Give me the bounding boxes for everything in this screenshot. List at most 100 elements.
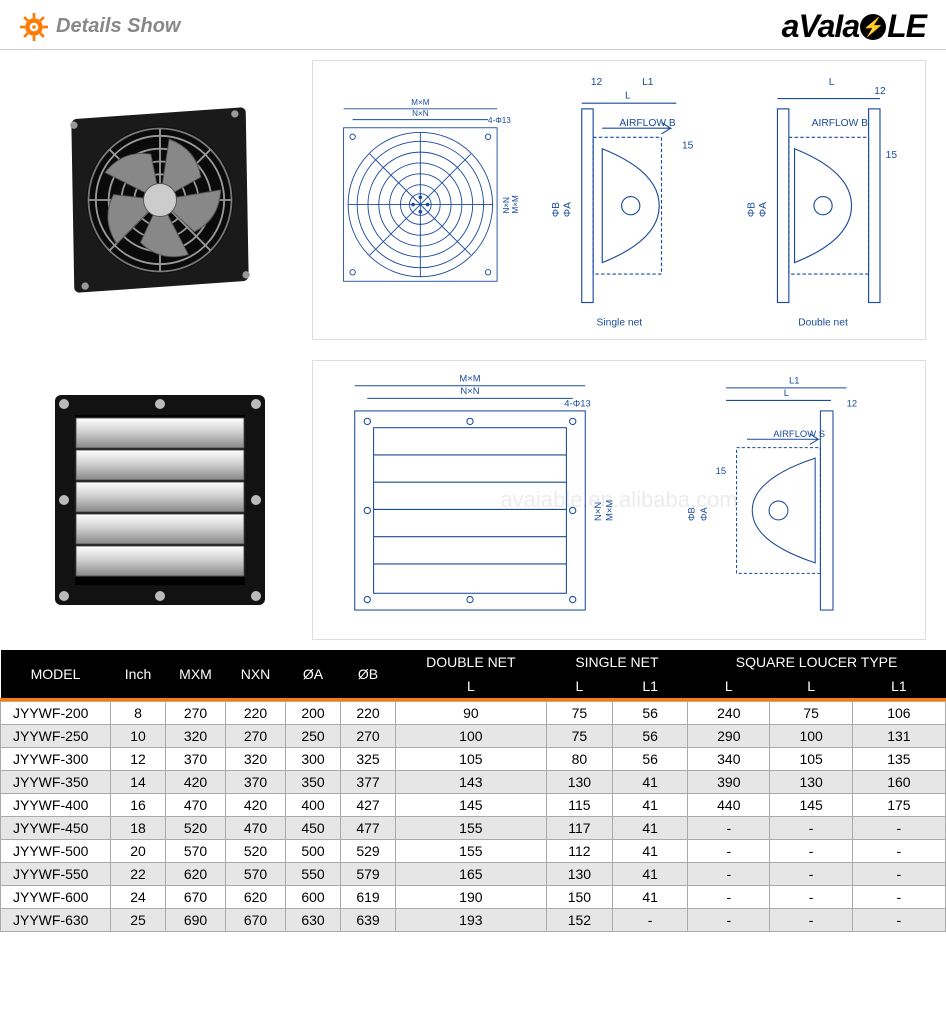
th-nxn: NXN	[226, 650, 286, 700]
table-cell: -	[852, 886, 945, 909]
label-12: 12	[591, 77, 603, 88]
table-cell: JYYWF-450	[1, 817, 111, 840]
table-cell: 155	[396, 817, 547, 840]
table-cell: 14	[111, 771, 166, 794]
label-phib-d: ΦB	[747, 202, 758, 217]
th-inch: Inch	[111, 650, 166, 700]
table-cell: JYYWF-400	[1, 794, 111, 817]
label-phia-d: ΦA	[758, 202, 769, 217]
table-cell: 377	[341, 771, 396, 794]
table-cell: 570	[166, 840, 226, 863]
table-cell: 100	[396, 725, 547, 748]
table-cell: 150	[546, 886, 612, 909]
table-cell: 75	[546, 702, 612, 725]
label-double-net: Double net	[799, 317, 849, 328]
label-15-d: 15	[886, 150, 898, 161]
specs-table: MODEL Inch MXM NXN ØA ØB DOUBLE NET SING…	[0, 650, 946, 932]
table-cell: -	[770, 909, 852, 932]
table-cell: 370	[166, 748, 226, 771]
th-mxm: MXM	[166, 650, 226, 700]
table-cell: 619	[341, 886, 396, 909]
label-mxm-v2: M×M	[604, 500, 615, 521]
table-cell: 130	[546, 863, 612, 886]
table-cell: 427	[341, 794, 396, 817]
table-cell: 470	[166, 794, 226, 817]
table-cell: -	[613, 909, 688, 932]
table-cell: 600	[286, 886, 341, 909]
table-cell: 155	[396, 840, 547, 863]
sub-l1-louver: L1	[852, 674, 945, 700]
table-cell: 143	[396, 771, 547, 794]
table-cell: 90	[396, 702, 547, 725]
table-row: JYYWF-63025690670630639193152----	[1, 909, 946, 932]
table-cell: 41	[613, 771, 688, 794]
table-cell: 24	[111, 886, 166, 909]
label-l1: L1	[642, 77, 654, 88]
label-15-s: 15	[716, 465, 726, 476]
table-cell: 240	[688, 702, 770, 725]
label-hole-2: 4-Φ13	[564, 398, 590, 409]
table-cell: 350	[286, 771, 341, 794]
sub-l-single: L	[546, 674, 612, 700]
label-12-d: 12	[875, 86, 887, 97]
diagram-box-1: M×M N×N 4-Φ13 N×N M×M 12	[312, 60, 926, 340]
table-cell: 340	[688, 748, 770, 771]
section-title: Details Show	[56, 15, 180, 38]
table-cell: 670	[226, 909, 286, 932]
table-cell: -	[852, 863, 945, 886]
label-airflow-b-d: AIRFLOW B	[812, 118, 869, 129]
table-cell: JYYWF-500	[1, 840, 111, 863]
table-cell: 570	[226, 863, 286, 886]
label-l1-s: L1	[789, 375, 799, 386]
table-row: JYYWF-4501852047045047715511741---	[1, 817, 946, 840]
table-row: JYYWF-6002467062060061919015041---	[1, 886, 946, 909]
specs-table-wrap: MODEL Inch MXM NXN ØA ØB DOUBLE NET SING…	[0, 650, 946, 940]
table-row: JYYWF-250103202702502701007556290100131	[1, 725, 946, 748]
table-cell: 160	[852, 771, 945, 794]
table-cell: 41	[613, 886, 688, 909]
table-cell: -	[770, 840, 852, 863]
table-cell: 80	[546, 748, 612, 771]
table-cell: 41	[613, 840, 688, 863]
table-cell: 18	[111, 817, 166, 840]
table-cell: 130	[546, 771, 612, 794]
table-head: MODEL Inch MXM NXN ØA ØB DOUBLE NET SING…	[1, 650, 946, 700]
table-cell: 135	[852, 748, 945, 771]
th-model: MODEL	[1, 650, 111, 700]
table-cell: JYYWF-630	[1, 909, 111, 932]
table-cell: 670	[166, 886, 226, 909]
th-oa: ØA	[286, 650, 341, 700]
table-cell: 10	[111, 725, 166, 748]
label-mxm-2: M×M	[459, 373, 480, 384]
table-cell: 41	[613, 794, 688, 817]
gear-icon	[20, 13, 48, 41]
table-cell: 112	[546, 840, 612, 863]
table-cell: 145	[770, 794, 852, 817]
table-cell: 690	[166, 909, 226, 932]
table-cell: 370	[226, 771, 286, 794]
table-cell: 25	[111, 909, 166, 932]
table-cell: 420	[166, 771, 226, 794]
table-cell: 520	[226, 840, 286, 863]
table-cell: 190	[396, 886, 547, 909]
label-nxn-2: N×N	[460, 385, 479, 396]
sub-l-double: L	[396, 674, 547, 700]
table-body: JYYWF-200827022020022090755624075106JYYW…	[1, 700, 946, 932]
table-cell: 325	[341, 748, 396, 771]
table-cell: JYYWF-600	[1, 886, 111, 909]
table-cell: 220	[226, 702, 286, 725]
schematic-single-net: 12 L1 L AIRFLOW B 15 ΦB ΦA Single net	[520, 69, 719, 331]
table-cell: 41	[613, 863, 688, 886]
label-airflow-b: AIRFLOW B	[619, 118, 676, 129]
table-cell: -	[688, 886, 770, 909]
table-row: JYYWF-4001647042040042714511541440145175	[1, 794, 946, 817]
table-row: JYYWF-300123703203003251058056340105135	[1, 748, 946, 771]
label-12-s: 12	[847, 398, 857, 409]
label-l: L	[625, 91, 631, 102]
table-cell: 320	[226, 748, 286, 771]
table-row: JYYWF-5002057052050052915511241---	[1, 840, 946, 863]
label-phia: ΦA	[562, 202, 573, 217]
table-cell: -	[770, 863, 852, 886]
schematic-double-net: L 12 AIRFLOW B 15 ΦB ΦA Double net	[718, 69, 917, 331]
table-cell: 270	[166, 702, 226, 725]
